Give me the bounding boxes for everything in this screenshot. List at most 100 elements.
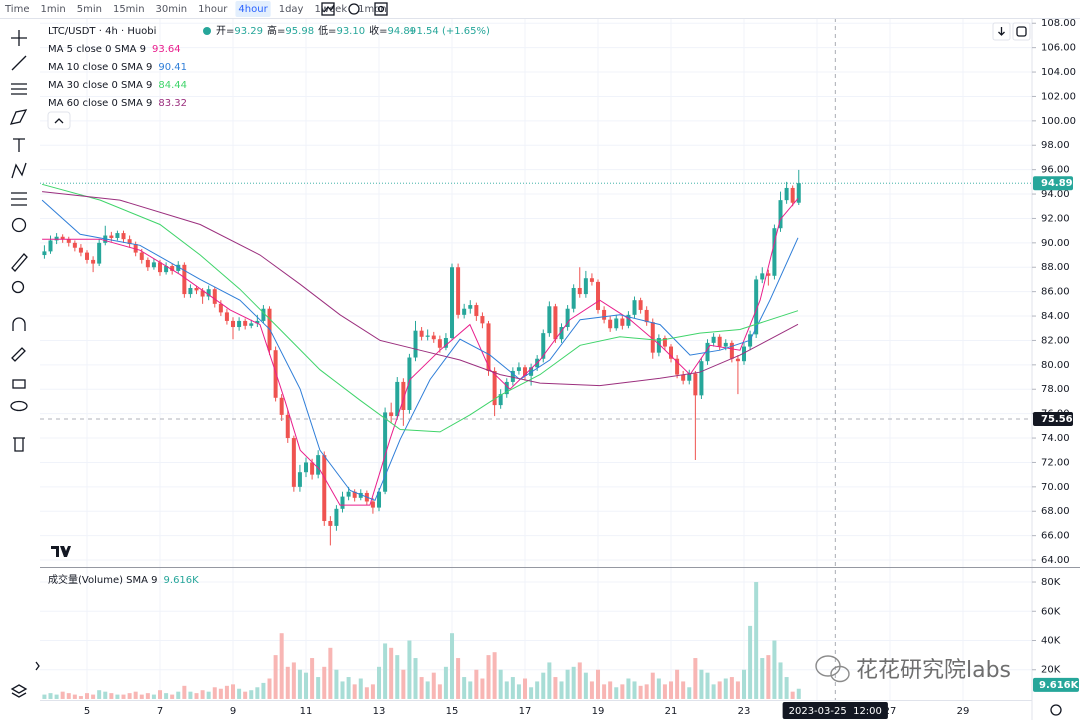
volume-bar <box>328 647 333 699</box>
zoom-tool[interactable] <box>11 280 25 294</box>
candle-body <box>723 342 728 347</box>
volume-bar <box>748 625 753 699</box>
volume-bar <box>188 691 193 699</box>
x-tick-label: 9 <box>230 706 236 717</box>
interval-button[interactable]: 15min <box>113 4 145 15</box>
icon-tool[interactable] <box>11 217 27 233</box>
volume-bar <box>243 691 248 699</box>
candle-body <box>480 316 485 324</box>
x-tick-label: 5 <box>84 706 90 717</box>
pattern-tool[interactable] <box>11 162 27 179</box>
crosshair-tool[interactable] <box>11 30 27 46</box>
volume-bar <box>164 693 169 699</box>
snapshot-glyph <box>377 5 385 13</box>
x-tick-label: 15 <box>446 706 459 717</box>
candle-body <box>735 358 740 362</box>
candle-body <box>358 492 363 498</box>
candle-body <box>644 309 649 323</box>
candle-body <box>687 373 692 381</box>
interval-button[interactable]: 30min <box>156 4 188 15</box>
candle-body <box>754 279 759 335</box>
candle-body <box>291 438 296 487</box>
fib-tool[interactable] <box>11 83 27 95</box>
interval-button[interactable]: 1mon <box>358 4 387 15</box>
interval-button[interactable]: Time <box>4 4 29 15</box>
magnet-tool[interactable] <box>12 317 26 331</box>
candle-body <box>237 320 242 328</box>
volume-bar <box>547 662 552 699</box>
prediction-tool[interactable] <box>11 192 27 206</box>
x-tick-label: 7 <box>157 706 163 717</box>
candle-body <box>516 367 521 371</box>
x-tick-label: 23 <box>738 706 751 717</box>
candle-body <box>693 373 698 396</box>
volume-bar <box>364 687 369 699</box>
candle-body <box>638 300 643 310</box>
volume-bar <box>675 669 680 699</box>
download-icon <box>998 27 1005 36</box>
x-tick-label: 19 <box>592 706 605 717</box>
ohlc-value: 94.89 <box>387 26 416 37</box>
hide-tool[interactable] <box>10 400 28 412</box>
text-tool[interactable] <box>13 138 25 152</box>
candle-body <box>766 273 771 276</box>
candle-body <box>492 370 497 406</box>
settings-gear[interactable] <box>1050 704 1062 716</box>
candle-body <box>474 305 479 317</box>
candle-body <box>553 306 558 340</box>
reset-button[interactable] <box>1012 22 1031 41</box>
y-tick-label: 86.00 <box>1041 287 1070 298</box>
measure-tool[interactable] <box>11 253 28 272</box>
collapse-icon <box>54 118 64 124</box>
candle-body <box>328 521 333 526</box>
volume-bar <box>401 669 406 699</box>
volume-bar <box>565 669 570 699</box>
volume-bar <box>42 694 47 699</box>
snapshot-icon[interactable] <box>374 2 388 16</box>
volume-bar <box>608 681 613 699</box>
lock-tool[interactable] <box>12 379 26 389</box>
volume-legend-name: 成交量(Volume) SMA 9 <box>48 573 158 586</box>
stay-drawing-tool[interactable] <box>11 347 26 362</box>
candle-body <box>261 308 266 321</box>
candle-body <box>620 318 625 326</box>
settings-icon[interactable] <box>348 3 360 15</box>
ohlc-label: 收= <box>369 24 387 37</box>
y-tick-label: 90.00 <box>1041 238 1070 249</box>
volume-bar <box>443 666 448 699</box>
delete-tool[interactable] <box>13 437 25 452</box>
ma-legend-name: MA 10 close 0 SMA 9 <box>48 62 152 73</box>
crosshair-price-box <box>1033 412 1073 427</box>
trendline-tool[interactable] <box>11 55 27 71</box>
candle-body <box>681 374 686 381</box>
volume-bar <box>559 681 564 699</box>
interval-button[interactable]: 1min <box>40 4 65 15</box>
compare-icon[interactable] <box>321 2 335 16</box>
volume-bar <box>541 672 546 699</box>
candle-body <box>401 381 406 410</box>
candle-body <box>279 397 284 415</box>
volume-bar <box>255 687 260 699</box>
object-tree[interactable] <box>10 684 28 698</box>
candle-body <box>145 259 150 268</box>
collapse-button[interactable] <box>47 111 71 130</box>
volume-bar <box>553 677 558 699</box>
crosshair-price-label: 75.56 <box>1041 414 1073 425</box>
candle-body <box>224 312 229 321</box>
interval-button[interactable]: 1hour <box>198 4 228 15</box>
brush-tool[interactable] <box>9 109 28 125</box>
volume-bar <box>650 672 655 699</box>
candle-body <box>316 455 321 475</box>
expand-arrow[interactable] <box>35 661 40 671</box>
candle-body <box>669 346 674 359</box>
interval-button[interactable]: 4hour <box>238 4 268 15</box>
ma-line <box>42 191 799 387</box>
y-tick-label: 106.00 <box>1041 43 1076 54</box>
volume-bar <box>571 666 576 699</box>
candle-body <box>675 358 680 375</box>
interval-button[interactable]: 5min <box>77 4 102 15</box>
volume-bar <box>291 662 296 699</box>
volume-bar <box>681 681 686 699</box>
interval-button[interactable]: 1day <box>279 4 304 15</box>
volume-bar <box>644 684 649 699</box>
